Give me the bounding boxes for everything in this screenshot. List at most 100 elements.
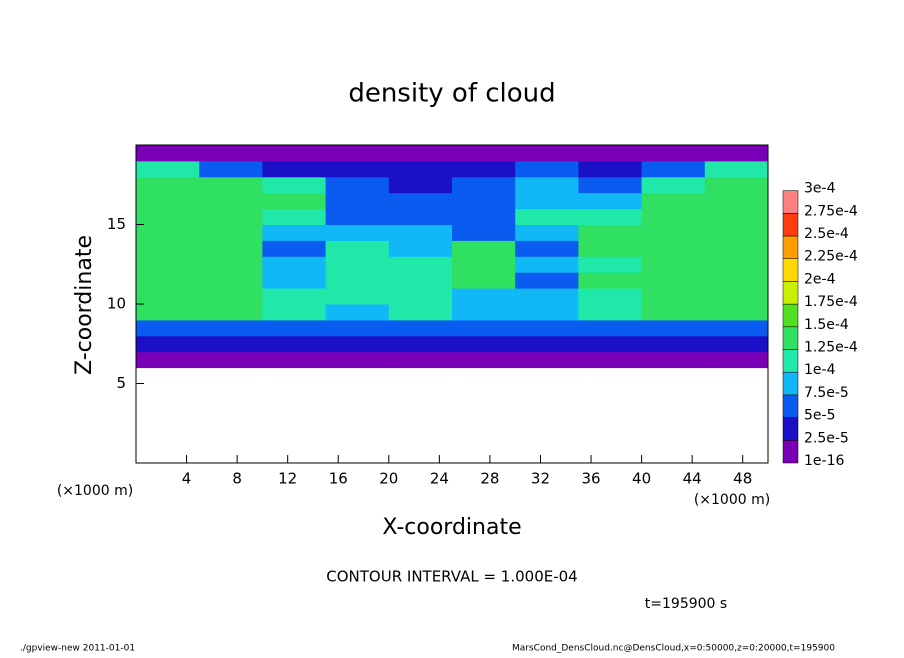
heat-cell [388,145,453,162]
y-tick-label: 5 [116,374,126,392]
heat-cell [641,176,706,194]
heat-cell [578,272,643,289]
colorbar-swatch [782,303,799,328]
heat-cell [388,160,453,178]
heat-cell [704,304,769,321]
colorbar-swatch [782,281,799,305]
heat-cell [325,319,390,337]
heat-cell [641,351,706,369]
footer: ./gpview-new 2011-01-01 [20,644,135,654]
heat-cell [641,256,706,273]
annotation: CONTOUR INTERVAL = 1.000E-04 [326,568,577,586]
x-tick-label: 8 [232,470,242,488]
heat-cell [136,319,200,337]
x-tick-label: 48 [733,470,752,488]
heat-cell [578,160,643,178]
colorbar-label: 2.5e-4 [804,226,849,242]
heat-cell [136,272,200,289]
heat-cell [641,272,706,289]
heat-cell [452,160,516,178]
footer: MarsCond_DensCloud.nc@DensCloud,x=0:5000… [512,644,835,654]
colorbar-label: 2.75e-4 [804,203,858,219]
heat-cell [136,208,200,225]
heat-cell [578,145,643,162]
heat-cell [515,272,579,289]
heat-cell [262,160,327,178]
heat-cell [136,240,200,257]
x-axis-label: X-coordinate [382,515,521,540]
heat-cell [199,335,263,353]
heat-cell [199,192,263,210]
heat-cell [704,160,769,178]
heat-cell [325,176,390,194]
heat-cell [262,192,327,210]
heat-cell [452,288,516,305]
heat-cell [388,224,453,241]
heat-cell [704,351,769,369]
heat-cell [325,272,390,289]
colorbar-swatch [782,371,799,396]
heat-cell [262,272,327,289]
heat-cell [136,335,200,353]
heat-cell [199,160,263,178]
heat-cell [388,256,453,273]
heat-cell [641,304,706,321]
x-tick-label: 24 [430,470,449,488]
heat-cell [136,256,200,273]
colorbar-swatch [782,349,799,373]
heat-cell [136,304,200,321]
heat-cell [388,288,453,305]
heat-cell [452,256,516,273]
heat-cell [388,304,453,321]
heat-cell [199,256,263,273]
heat-cell [641,160,706,178]
heat-cell [578,256,643,273]
heat-cell [199,176,263,194]
y-unit: (×1000 m) [57,483,133,499]
heat-cell [388,272,453,289]
heat-cell [452,192,516,210]
heat-cell [704,335,769,353]
heat-cell [452,335,516,353]
heat-cell [515,351,579,369]
heat-cell [325,288,390,305]
heat-cell [325,192,390,210]
heat-cell [262,240,327,257]
x-unit: (×1000 m) [694,492,770,508]
heat-cell [578,208,643,225]
heat-cell [704,288,769,305]
heat-cell [262,335,327,353]
heat-cell [515,224,579,241]
colorbar-swatch [782,258,799,282]
heat-cell [388,319,453,337]
colorbar-swatch [782,440,799,464]
colorbar-swatch [782,213,799,237]
heat-cell [515,176,579,194]
heat-cell [452,319,516,337]
heat-cell [578,224,643,241]
heat-cell [325,304,390,321]
heat-cell [578,319,643,337]
heat-cell [199,304,263,321]
heat-cell [325,240,390,257]
heat-cell [262,224,327,241]
y-tick-label: 15 [107,215,126,233]
heat-cell [578,192,643,210]
heat-cell [199,351,263,369]
heat-cell [641,288,706,305]
annotation: t=195900 s [645,596,727,612]
heat-cell [452,176,516,194]
heat-cell [262,145,327,162]
heat-cell [452,208,516,225]
heat-cell [641,145,706,162]
heat-cell [641,224,706,241]
heat-cell [388,351,453,369]
heat-cell [704,319,769,337]
heat-cell [136,288,200,305]
heat-cell [578,288,643,305]
heat-cell [325,160,390,178]
heat-cell [388,176,453,194]
heat-cell [515,160,579,178]
colorbar-label: 1e-4 [804,362,836,378]
heat-cell [452,304,516,321]
